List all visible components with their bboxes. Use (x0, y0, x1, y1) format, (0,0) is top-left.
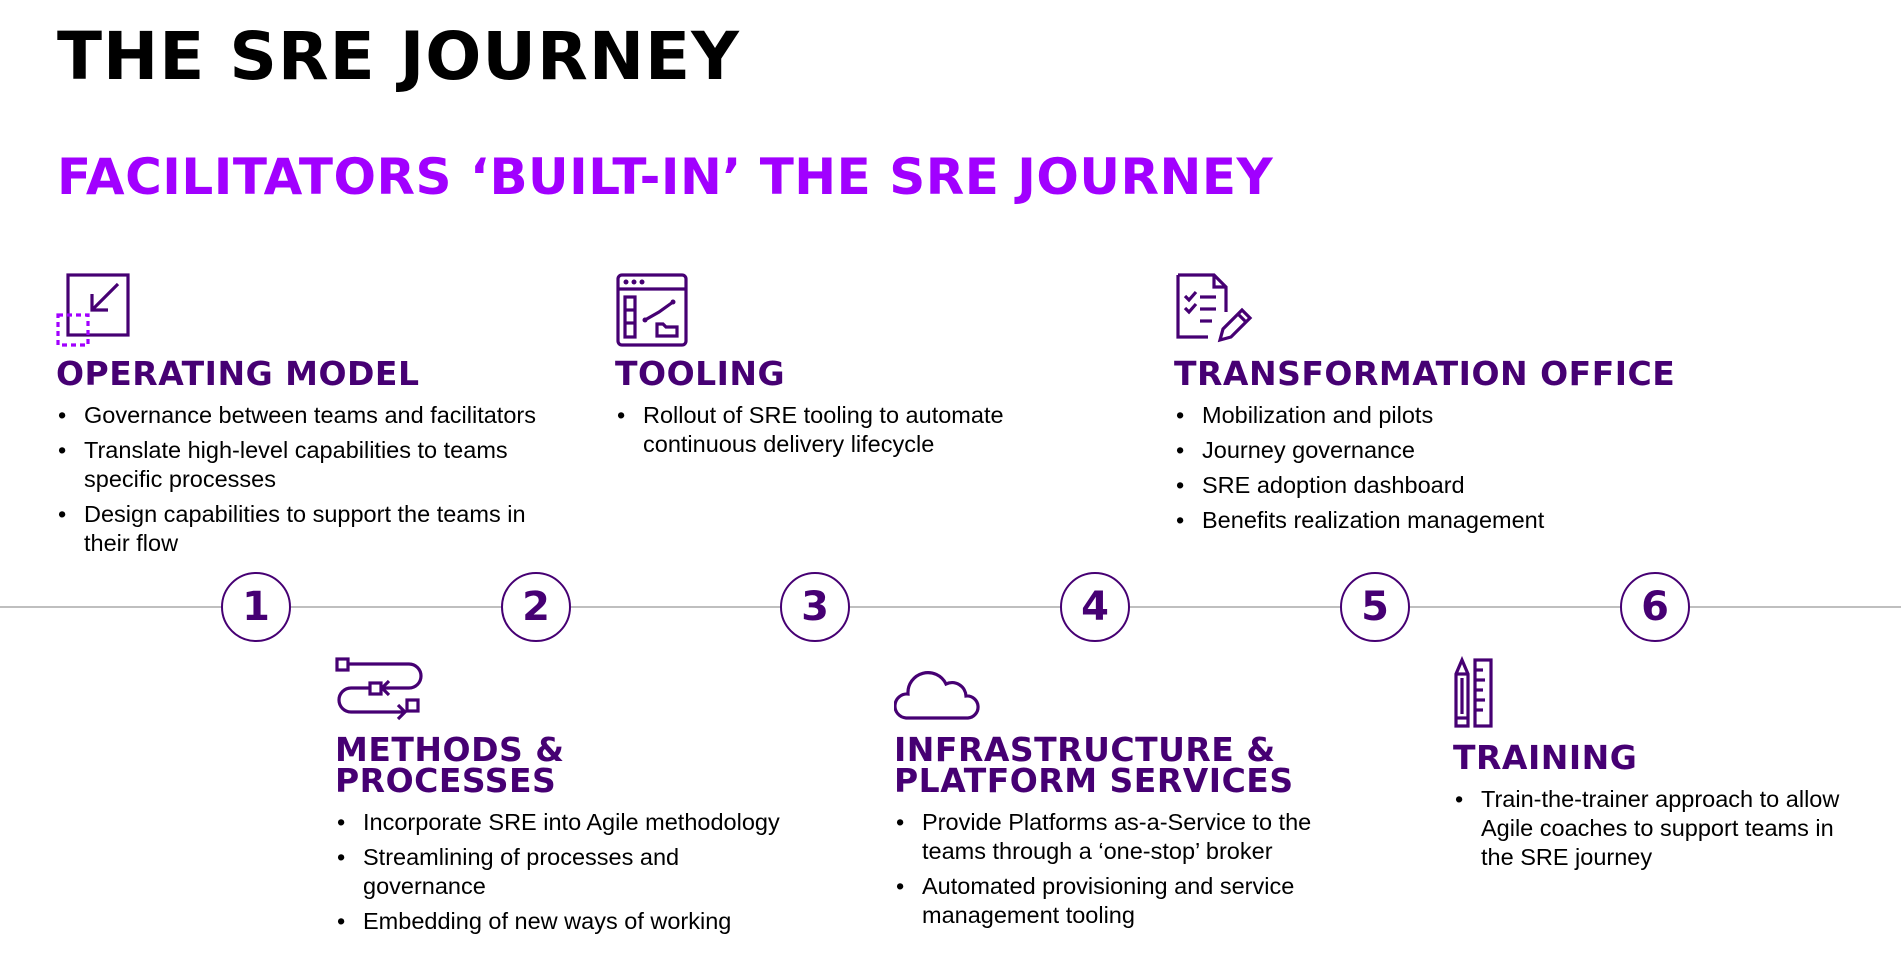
list-item: Translate high-level capabilities to tea… (56, 436, 556, 494)
tooling-list: Rollout of SRE tooling to automate conti… (615, 401, 1045, 459)
infrastructure-heading-line1: INFRASTRUCTURE & (894, 730, 1276, 769)
step-6: 6 (1620, 572, 1690, 642)
operating-model-block: OPERATING MODEL Governance between teams… (56, 272, 556, 564)
cloud-icon (894, 671, 980, 720)
list-item: Embedding of new ways of working (335, 907, 815, 936)
transformation-office-heading: TRANSFORMATION OFFICE (1174, 354, 1676, 393)
step-3: 3 (780, 572, 850, 642)
operating-model-heading: OPERATING MODEL (56, 354, 420, 393)
methods-processes-block: METHODS & PROCESSES Incorporate SRE into… (335, 656, 815, 942)
list-item: Design capabilities to support the teams… (56, 500, 556, 558)
tooling-block: TOOLING Rollout of SRE tooling to automa… (615, 272, 1045, 465)
transformation-office-list: Mobilization and pilots Journey governan… (1174, 401, 1674, 535)
step-1: 1 (221, 572, 291, 642)
training-list: Train-the-trainer approach to allow Agil… (1453, 785, 1863, 872)
resize-arrow-icon (56, 273, 130, 347)
list-item: Train-the-trainer approach to allow Agil… (1453, 785, 1863, 872)
list-item: Incorporate SRE into Agile methodology (335, 808, 815, 837)
list-item: Streamlining of processes and governance (335, 843, 723, 901)
infrastructure-heading-line2: PLATFORM SERVICES (894, 761, 1294, 800)
list-item: Automated provisioning and service manag… (894, 872, 1324, 930)
methods-processes-heading-line1: METHODS & (335, 730, 565, 769)
methods-processes-list: Incorporate SRE into Agile methodology S… (335, 808, 815, 936)
step-2: 2 (501, 572, 571, 642)
timeline-line (0, 606, 1901, 608)
list-item: SRE adoption dashboard (1174, 471, 1674, 500)
checklist-pencil-icon (1176, 273, 1253, 343)
step-5: 5 (1340, 572, 1410, 642)
list-item: Governance between teams and facilitator… (56, 401, 556, 430)
page-title: THE SRE JOURNEY (57, 18, 740, 95)
list-item: Journey governance (1174, 436, 1674, 465)
list-item: Mobilization and pilots (1174, 401, 1674, 430)
transformation-office-block: TRANSFORMATION OFFICE Mobilization and p… (1174, 272, 1676, 541)
operating-model-list: Governance between teams and facilitator… (56, 401, 556, 558)
process-flow-icon (335, 657, 423, 721)
methods-processes-heading-line2: PROCESSES (335, 761, 557, 800)
training-heading: TRAINING (1453, 738, 1638, 777)
step-4: 4 (1060, 572, 1130, 642)
training-block: TRAINING Train-the-trainer approach to a… (1453, 656, 1873, 878)
dashboard-window-icon (616, 273, 688, 347)
list-item: Rollout of SRE tooling to automate conti… (615, 401, 1045, 459)
infrastructure-list: Provide Platforms as-a-Service to the te… (894, 808, 1324, 930)
tooling-heading: TOOLING (615, 354, 786, 393)
page-subtitle: FACILITATORS ‘BUILT-IN’ THE SRE JOURNEY (57, 148, 1274, 206)
list-item: Benefits realization management (1174, 506, 1674, 535)
list-item: Provide Platforms as-a-Service to the te… (894, 808, 1324, 866)
infrastructure-block: INFRASTRUCTURE & PLATFORM SERVICES Provi… (894, 656, 1364, 936)
pencil-ruler-icon (1454, 656, 1493, 728)
